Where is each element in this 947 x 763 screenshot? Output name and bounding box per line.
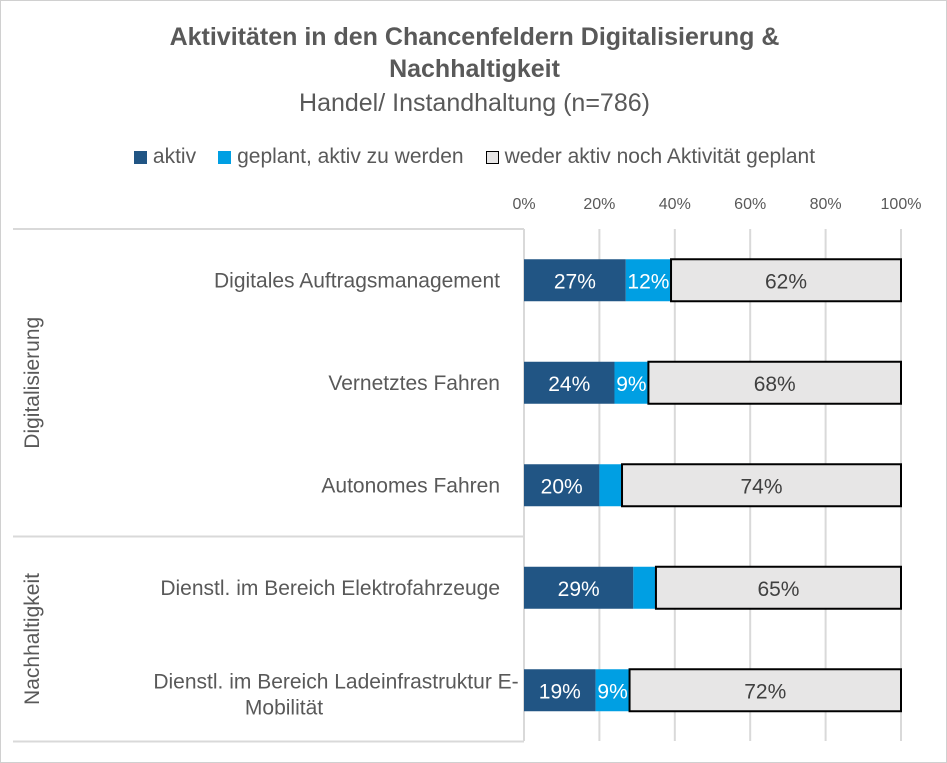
data-label: 12% xyxy=(627,270,669,293)
bar-segment-geplant xyxy=(599,464,623,507)
bar-segment-geplant xyxy=(625,259,672,302)
x-tick-label: 0% xyxy=(512,196,535,213)
data-label: 65% xyxy=(757,578,799,601)
legend-item-weder: weder aktiv noch Aktivität geplant xyxy=(485,145,816,169)
data-label: 9% xyxy=(616,373,646,396)
legend-label: aktiv xyxy=(152,145,197,168)
bar-segment-weder xyxy=(654,565,903,610)
category-label: Dienstl. im Bereich Ladeinfrastruktur E- xyxy=(153,670,518,693)
bar-segment-weder xyxy=(621,463,903,508)
category-label-cont: Mobilität xyxy=(245,696,323,719)
data-label: 20% xyxy=(541,475,583,498)
bar-segment-weder xyxy=(628,668,902,713)
legend-label: geplant, aktiv zu werden xyxy=(237,145,464,168)
legend: aktiv geplant, aktiv zu werden weder akt… xyxy=(1,145,946,169)
bar-segment-aktiv xyxy=(524,259,626,302)
bar-segment-geplant xyxy=(633,566,656,609)
category-label: Digitales Auftragsmanagement xyxy=(214,269,500,292)
bar-segment-aktiv xyxy=(524,566,634,609)
data-label: 19% xyxy=(539,680,581,703)
data-label: 9% xyxy=(597,680,627,703)
legend-item-geplant: geplant, aktiv zu werden xyxy=(218,145,464,169)
legend-swatch xyxy=(133,150,147,164)
bar-segment-geplant xyxy=(595,669,630,712)
category-label: Autonomes Fahren xyxy=(321,474,500,497)
legend-swatch xyxy=(485,150,499,164)
chart-title: Aktivitäten in den Chancenfeldern Digita… xyxy=(169,23,780,83)
legend-item-aktiv: aktiv xyxy=(133,145,197,169)
bar-segment-aktiv xyxy=(524,464,600,507)
x-tick-label: 60% xyxy=(734,196,766,213)
bar-segment-weder xyxy=(647,360,902,405)
bar-segment-weder xyxy=(670,258,903,303)
data-label: 24% xyxy=(548,373,590,396)
data-label: 29% xyxy=(558,578,600,601)
x-tick-label: 40% xyxy=(659,196,691,213)
group-label: Digitalisierung xyxy=(21,317,44,449)
x-tick-label: 80% xyxy=(810,196,842,213)
x-tick-label: 20% xyxy=(583,196,615,213)
x-tick-label: 100% xyxy=(881,196,922,213)
data-label: 74% xyxy=(740,475,782,498)
bar-segment-aktiv xyxy=(524,669,596,712)
data-label: 62% xyxy=(765,270,807,293)
legend-label: weder aktiv noch Aktivität geplant xyxy=(504,145,816,168)
chart-subtitle: Handel/ Instandhaltung (n=786) xyxy=(299,89,650,117)
data-label: 27% xyxy=(554,270,596,293)
bar-segment-aktiv xyxy=(524,361,615,404)
bar-segment-geplant xyxy=(614,361,649,404)
data-label: 72% xyxy=(744,680,786,703)
data-label: 68% xyxy=(754,373,796,396)
legend-swatch xyxy=(218,150,232,164)
group-label: Nachhaltigkeit xyxy=(21,573,44,705)
category-label: Vernetztes Fahren xyxy=(328,372,500,395)
category-label: Dienstl. im Bereich Elektrofahrzeuge xyxy=(160,577,500,600)
